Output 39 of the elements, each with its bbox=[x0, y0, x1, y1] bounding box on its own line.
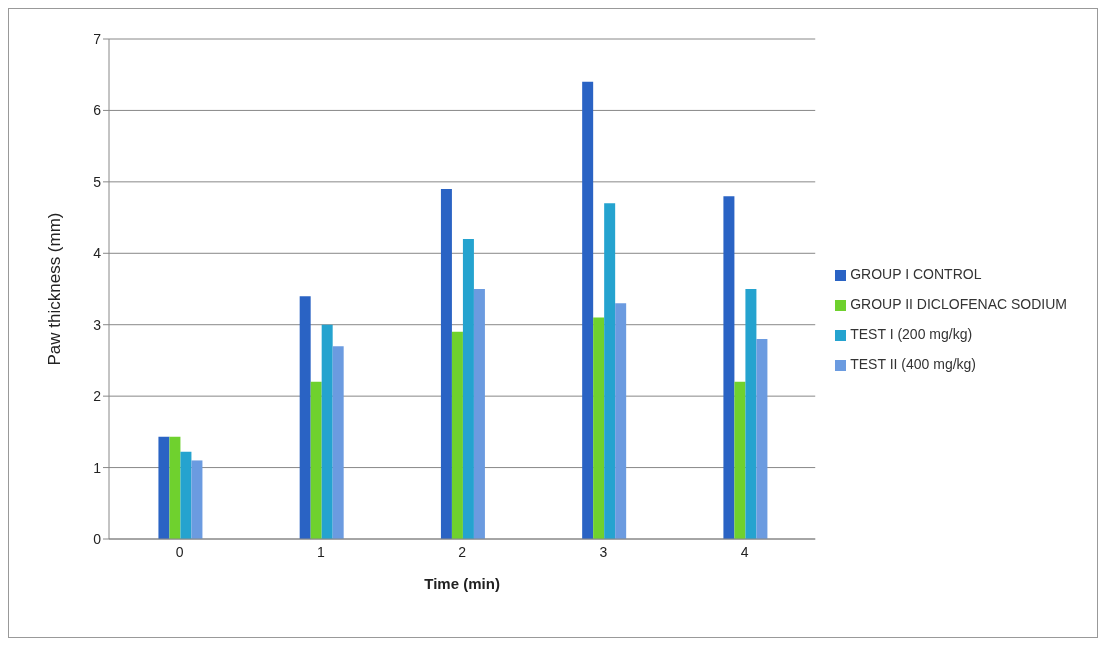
bar bbox=[734, 381, 746, 539]
x-tick-label: 1 bbox=[316, 543, 325, 560]
y-tick-label: 0 bbox=[93, 530, 102, 547]
bar bbox=[593, 317, 605, 539]
bar bbox=[310, 381, 322, 539]
legend-label: GROUP II DICLOFENAC SODIUM bbox=[850, 296, 1067, 312]
bar bbox=[440, 189, 452, 539]
bar bbox=[745, 289, 757, 539]
legend-label: GROUP I CONTROL bbox=[850, 266, 982, 282]
bar bbox=[169, 436, 181, 539]
bar bbox=[332, 346, 344, 539]
y-tick-label: 2 bbox=[93, 388, 102, 405]
legend-label: TEST II (400 mg/kg) bbox=[850, 356, 976, 372]
bar bbox=[582, 81, 594, 539]
bar bbox=[473, 289, 485, 539]
x-tick-label: 4 bbox=[740, 543, 749, 560]
bar bbox=[451, 331, 463, 539]
y-tick-label: 4 bbox=[93, 245, 102, 262]
x-tick-label: 2 bbox=[458, 543, 467, 560]
bar bbox=[462, 239, 474, 539]
y-tick-label: 1 bbox=[93, 459, 102, 476]
bar bbox=[321, 324, 333, 539]
x-tick-label: 3 bbox=[599, 543, 608, 560]
bar bbox=[756, 339, 768, 539]
bar bbox=[158, 436, 170, 539]
bar bbox=[191, 460, 203, 539]
y-tick-label: 7 bbox=[93, 30, 102, 47]
bar bbox=[723, 196, 735, 539]
y-tick-label: 6 bbox=[93, 102, 102, 119]
legend-label: TEST I (200 mg/kg) bbox=[850, 326, 973, 342]
bar bbox=[180, 451, 192, 539]
y-tick-label: 3 bbox=[93, 316, 102, 333]
y-tick-label: 5 bbox=[93, 173, 102, 190]
bar bbox=[615, 303, 627, 539]
x-tick-label: 0 bbox=[175, 543, 184, 560]
y-axis-title: Paw thickness (mm) bbox=[45, 212, 65, 366]
x-axis-title: Time (min) bbox=[424, 575, 500, 592]
bar bbox=[604, 203, 616, 539]
bar bbox=[299, 296, 311, 539]
